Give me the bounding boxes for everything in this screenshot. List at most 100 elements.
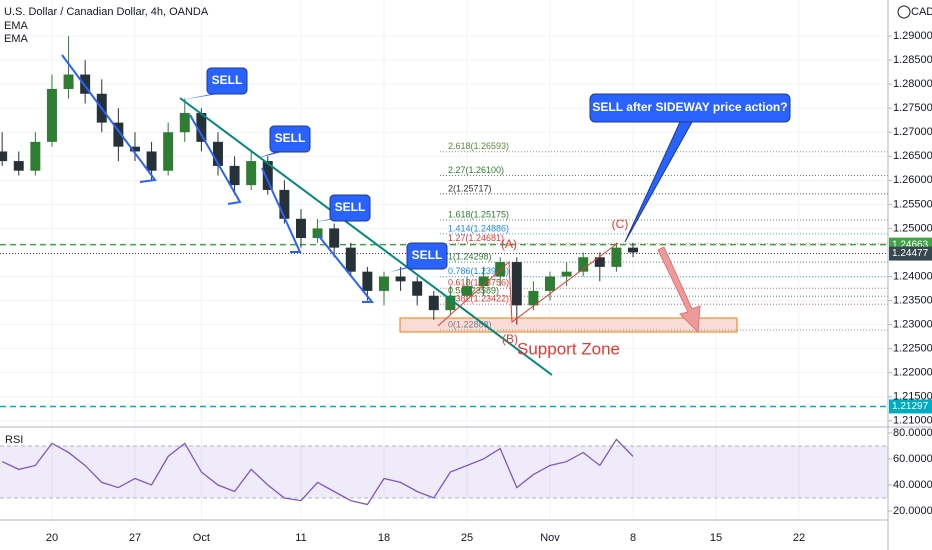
candle-body [545,276,555,291]
x-tick-label: 15 [710,532,722,544]
candle-body [46,88,57,142]
candle-body [611,247,622,267]
chart-title: U.S. Dollar / Canadian Dollar, 4h, OANDA [4,6,209,18]
price-tag-label: 1.21297 [892,401,929,412]
trend-line [179,97,553,376]
sell-label: SELL [412,248,443,262]
candle-body [229,165,240,186]
fib-levels: 2.618(1.26593) 2.27(1.26100) 2(1.25717) 1.6… [0,141,888,408]
support-zone-label: Support Zone [517,339,620,358]
grid [0,0,888,520]
x-tick-label: 27 [129,532,141,544]
fib-label: 2.618(1.26593) [448,141,509,151]
fib-label: 0.618(1.23756) [448,278,509,288]
support-zone-box [399,317,738,333]
down-legs [61,54,375,303]
sell-label: SELL [275,131,306,145]
y-tick-label: 1.27000 [893,126,932,138]
candle-body [30,141,41,171]
y-tick-label: 1.28500 [893,54,932,66]
candle-body [628,247,638,253]
fib-label: 1(1.24298) [448,252,492,262]
x-tick-label: 18 [378,532,390,544]
candle-body [511,262,522,306]
wave-label: (B) [502,332,518,346]
overlay: 1.210001.215001.220001.225001.230001.235… [46,30,932,544]
x-tick-label: 22 [793,532,805,544]
down-leg [189,114,242,205]
x-tick-label: 11 [295,532,306,544]
rsi-label: RSI [5,434,23,446]
fib-label: 1.414(1.24886) [448,223,509,233]
fib-label: 2.27(1.26100) [448,165,504,175]
candle-body [412,281,423,296]
wave-label: (C) [612,217,629,231]
candle-body [445,295,456,311]
x-tick-label: Nov [540,532,560,544]
y-tick-label: 1.26500 [893,150,932,162]
candle-body [163,132,174,171]
candle-body [0,151,8,162]
candle-body [80,74,91,94]
candle-body [246,161,257,186]
wave-label: (A) [501,237,517,251]
x-tick-label: 25 [461,532,473,544]
candles [0,36,638,325]
wave-lines [437,242,619,327]
candle-body [462,286,472,296]
sell-box [269,125,311,153]
y-tick-label: 1.23000 [893,318,932,330]
y-tick-label: 1.21000 [893,415,932,427]
fib-label: 0.786(1.23995) [448,266,509,276]
x-tick-label: Oct [193,532,210,544]
sell-label: SELL [212,73,243,87]
y-tick-label: 1.25000 [893,222,932,234]
down-leg [61,54,157,183]
sell-callouts: SELL SELL SELL SELL SELL after SIDEWAY p… [181,67,791,272]
price-tag-label: 1.24663 [892,239,929,250]
sell-label: SELL [335,200,366,214]
currency-label[interactable]: CAD [911,6,932,18]
fib-label: 0.5(1.23589) [448,286,499,296]
y-tick-label: 1.26000 [893,174,932,186]
x-tick-label: 20 [46,532,58,544]
y-tick-label: 1.27500 [893,102,932,114]
candle-body [329,228,340,248]
y-tick-label: 1.22000 [893,367,932,379]
candle-body [528,290,539,306]
price-tag [889,246,932,261]
y-tick-label: 1.25500 [893,198,932,210]
question-box [589,93,791,123]
candle-body [262,161,273,190]
sell-box [329,194,371,222]
rsi-band [0,445,888,499]
price-tag [889,399,932,414]
price-tag-label: 1.24477 [892,248,929,259]
down-leg [317,234,375,303]
question-label: SELL after SIDEWAY price action? [592,100,787,114]
candle-body [212,141,223,166]
wave-line [437,242,619,327]
candle-body [312,228,323,239]
fib-label: 2(1.25717) [448,183,492,193]
candle-body [13,161,24,171]
candle-body [594,257,605,267]
down-leg [261,167,302,253]
down-arrow [657,246,701,334]
candle-body [129,146,140,152]
y-tick-label: 1.22500 [893,343,932,355]
currency-icon [897,5,911,19]
x-tick-label: 8 [630,532,636,544]
fib-label: 0.382(1.23422) [448,294,509,304]
candle-body [179,113,190,133]
candle-body [395,276,406,282]
rsi-tick-label: 40.00000 [893,479,932,491]
fib-label: 1.27(1.24681) [448,233,504,243]
rsi-tick-label: 20.00000 [893,505,932,517]
candle-body [478,276,489,287]
candle-body [379,276,389,291]
candle-body [345,247,356,272]
rsi-tick-label: 60.00000 [893,453,932,465]
